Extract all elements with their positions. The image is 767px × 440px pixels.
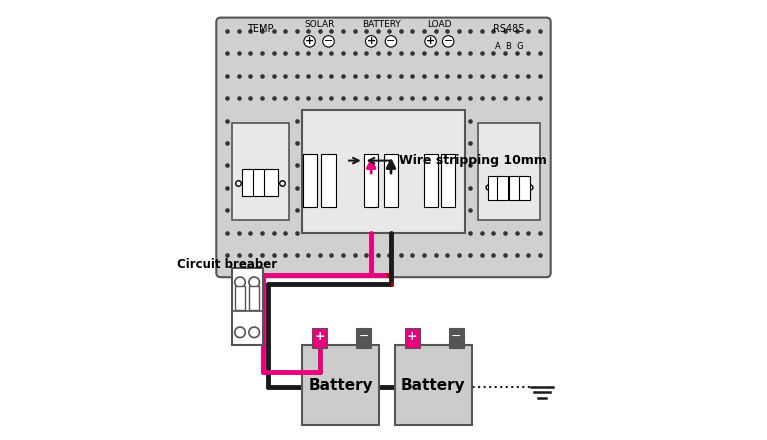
Text: −: −	[358, 330, 369, 343]
Text: +: +	[367, 37, 376, 46]
Circle shape	[443, 36, 454, 47]
Text: RS485: RS485	[493, 24, 525, 33]
Bar	[496, 176, 508, 200]
Text: −: −	[387, 37, 396, 46]
Circle shape	[425, 36, 436, 47]
Bar	[423, 154, 438, 207]
Text: Wire stripping 10mm: Wire stripping 10mm	[399, 154, 547, 167]
Bar	[302, 110, 465, 233]
Text: −: −	[443, 37, 453, 46]
Bar	[302, 154, 317, 207]
Bar	[405, 328, 420, 348]
Bar	[302, 345, 379, 425]
Circle shape	[235, 277, 245, 288]
Text: Battery: Battery	[400, 378, 466, 392]
Bar	[509, 176, 520, 200]
Text: A  B  G: A B G	[495, 42, 523, 51]
Bar	[232, 123, 289, 220]
Text: +: +	[407, 330, 417, 343]
Text: +: +	[314, 330, 325, 343]
Bar	[242, 169, 256, 196]
Text: Circuit breaber: Circuit breaber	[176, 257, 277, 271]
Bar	[235, 286, 245, 310]
Circle shape	[385, 36, 397, 47]
Bar	[232, 268, 262, 345]
Bar	[449, 328, 463, 348]
Bar	[478, 123, 540, 220]
Text: −: −	[324, 37, 333, 46]
Bar	[441, 154, 456, 207]
Text: TEMP: TEMP	[247, 24, 274, 33]
Bar	[364, 154, 378, 207]
Bar	[321, 154, 335, 207]
Circle shape	[249, 327, 259, 337]
Text: +: +	[426, 37, 435, 46]
Circle shape	[304, 36, 315, 47]
Circle shape	[249, 277, 259, 288]
Text: LOAD: LOAD	[427, 20, 452, 29]
Bar	[488, 176, 499, 200]
Bar	[253, 169, 268, 196]
Text: −: −	[451, 330, 461, 343]
Circle shape	[323, 36, 334, 47]
Text: BATTERY: BATTERY	[362, 20, 400, 29]
Bar	[394, 345, 472, 425]
Text: +: +	[305, 37, 314, 46]
Bar	[356, 328, 371, 348]
Bar	[265, 169, 278, 196]
Bar	[312, 328, 328, 348]
Bar	[384, 154, 398, 207]
Text: SOLAR: SOLAR	[304, 20, 335, 29]
FancyBboxPatch shape	[216, 18, 551, 277]
Bar	[249, 286, 259, 310]
Text: Battery: Battery	[308, 378, 373, 392]
Circle shape	[365, 36, 377, 47]
Bar	[518, 176, 530, 200]
Circle shape	[235, 327, 245, 337]
